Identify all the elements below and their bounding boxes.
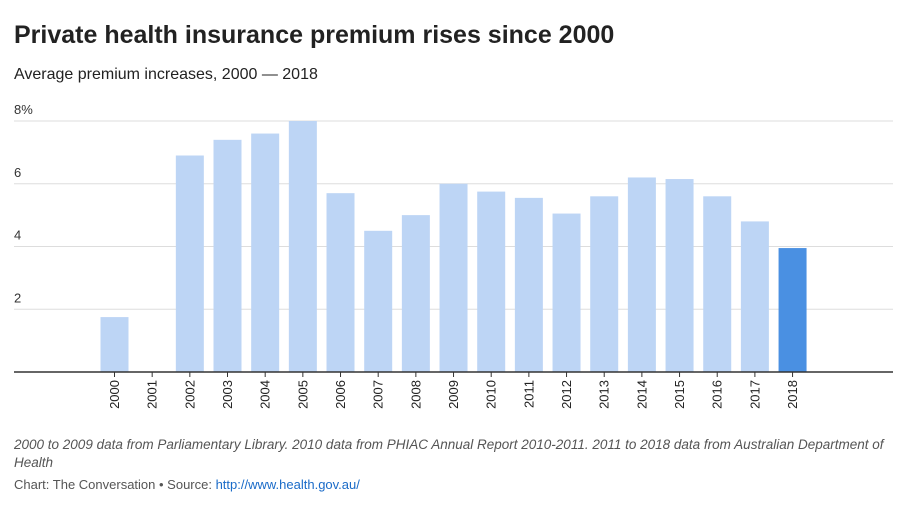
bar-2018 <box>778 248 807 372</box>
x-tick-label-2018: 2018 <box>785 380 800 409</box>
bar-chart: 2 4 6 8% 2000 2001 2002 2003 2004 2005 2006 2007 200… <box>14 102 893 409</box>
y-tick-label-6: 6 <box>14 165 21 180</box>
bar-2007 <box>364 230 393 372</box>
x-tick-label-2007: 2007 <box>371 380 386 409</box>
x-tick-label-2006: 2006 <box>333 380 348 409</box>
chart-title: Private health insurance premium rises s… <box>14 21 615 49</box>
credit-prefix: Chart: The Conversation • Source: <box>14 477 216 492</box>
bar-2010 <box>477 191 506 372</box>
x-tick-label-2014: 2014 <box>634 380 649 409</box>
source-note: 2000 to 2009 data from Parliamentary Lib… <box>14 437 884 470</box>
x-tick-label-2016: 2016 <box>710 380 725 409</box>
x-tick-label-2012: 2012 <box>559 380 574 409</box>
bar-2016 <box>703 196 732 372</box>
bar-2003 <box>213 139 242 372</box>
x-tick-label-2013: 2013 <box>597 380 612 409</box>
bar-2009 <box>439 183 468 372</box>
bar-2012 <box>552 213 581 372</box>
x-tick-label-2001: 2001 <box>145 380 160 409</box>
x-tick-label-2003: 2003 <box>220 380 235 409</box>
bar-2011 <box>514 197 543 372</box>
bar-2006 <box>326 193 355 372</box>
x-tick-label-2017: 2017 <box>747 380 762 409</box>
bar-2017 <box>740 221 769 372</box>
chart-subtitle: Average premium increases, 2000 — 2018 <box>14 66 318 83</box>
bar-2005 <box>288 121 317 372</box>
bar-2014 <box>627 177 656 372</box>
bar-2008 <box>401 215 430 372</box>
x-tick-label-2011: 2011 <box>521 380 536 408</box>
y-tick-label-4: 4 <box>14 228 21 243</box>
bar-2015 <box>665 179 694 372</box>
x-tick-label-2000: 2000 <box>107 380 122 409</box>
x-tick-label-2002: 2002 <box>182 380 197 409</box>
y-tick-label-8: 8% <box>14 102 33 117</box>
x-tick-label-2004: 2004 <box>258 380 273 409</box>
source-link[interactable]: http://www.health.gov.au/ <box>215 477 360 492</box>
x-tick-label-2009: 2009 <box>446 380 461 409</box>
x-tick-label-2010: 2010 <box>484 380 499 409</box>
x-tick-label-2015: 2015 <box>672 380 687 409</box>
bar-2004 <box>251 133 280 372</box>
x-tick-label-2008: 2008 <box>408 380 423 409</box>
y-tick-label-2: 2 <box>14 290 21 305</box>
chart-credit: Chart: The Conversation • Source: http:/… <box>14 477 360 492</box>
bar-2000 <box>100 317 129 372</box>
x-tick-label-2005: 2005 <box>295 380 310 409</box>
bar-2002 <box>175 155 204 372</box>
bar-2013 <box>590 196 619 372</box>
